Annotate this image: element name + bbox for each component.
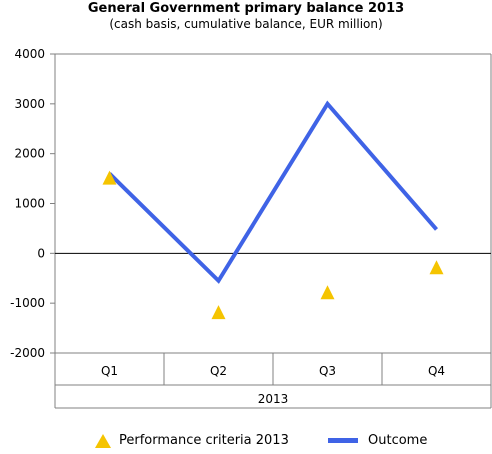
point-performance-criteria (102, 170, 117, 185)
y-tick-label: 0 (37, 246, 45, 260)
x-tick-label: Q3 (319, 364, 336, 378)
y-tick-label: 4000 (14, 47, 45, 61)
x-tick-label: Q1 (101, 364, 118, 378)
x-tick-label: Q4 (428, 364, 445, 378)
chart-subtitle: (cash basis, cumulative balance, EUR mil… (109, 17, 383, 31)
x-group-label: 2013 (258, 392, 289, 406)
point-performance-criteria (320, 285, 335, 300)
legend-item-performance-criteria: Performance criteria 2013 (95, 433, 289, 448)
series-line-outcome (108, 100, 439, 284)
legend-label-outcome: Outcome (368, 433, 428, 448)
y-tick-label: -1000 (10, 296, 45, 310)
legend: Performance criteria 2013 Outcome (0, 433, 492, 451)
chart-title: General Government primary balance 2013 (87, 1, 405, 16)
legend-label-performance-criteria: Performance criteria 2013 (119, 433, 289, 448)
legend-item-outcome: Outcome (328, 433, 427, 448)
y-tick-label: 2000 (14, 147, 45, 161)
x-tick-label: Q2 (210, 364, 227, 378)
y-tick-label: -2000 (10, 346, 45, 360)
point-performance-criteria (429, 260, 444, 275)
point-performance-criteria (211, 305, 226, 320)
y-tick-label: 3000 (14, 97, 45, 111)
triangle-marker-icon (95, 433, 111, 448)
y-tick-label: 1000 (14, 197, 45, 211)
line-swatch-icon (328, 438, 358, 443)
